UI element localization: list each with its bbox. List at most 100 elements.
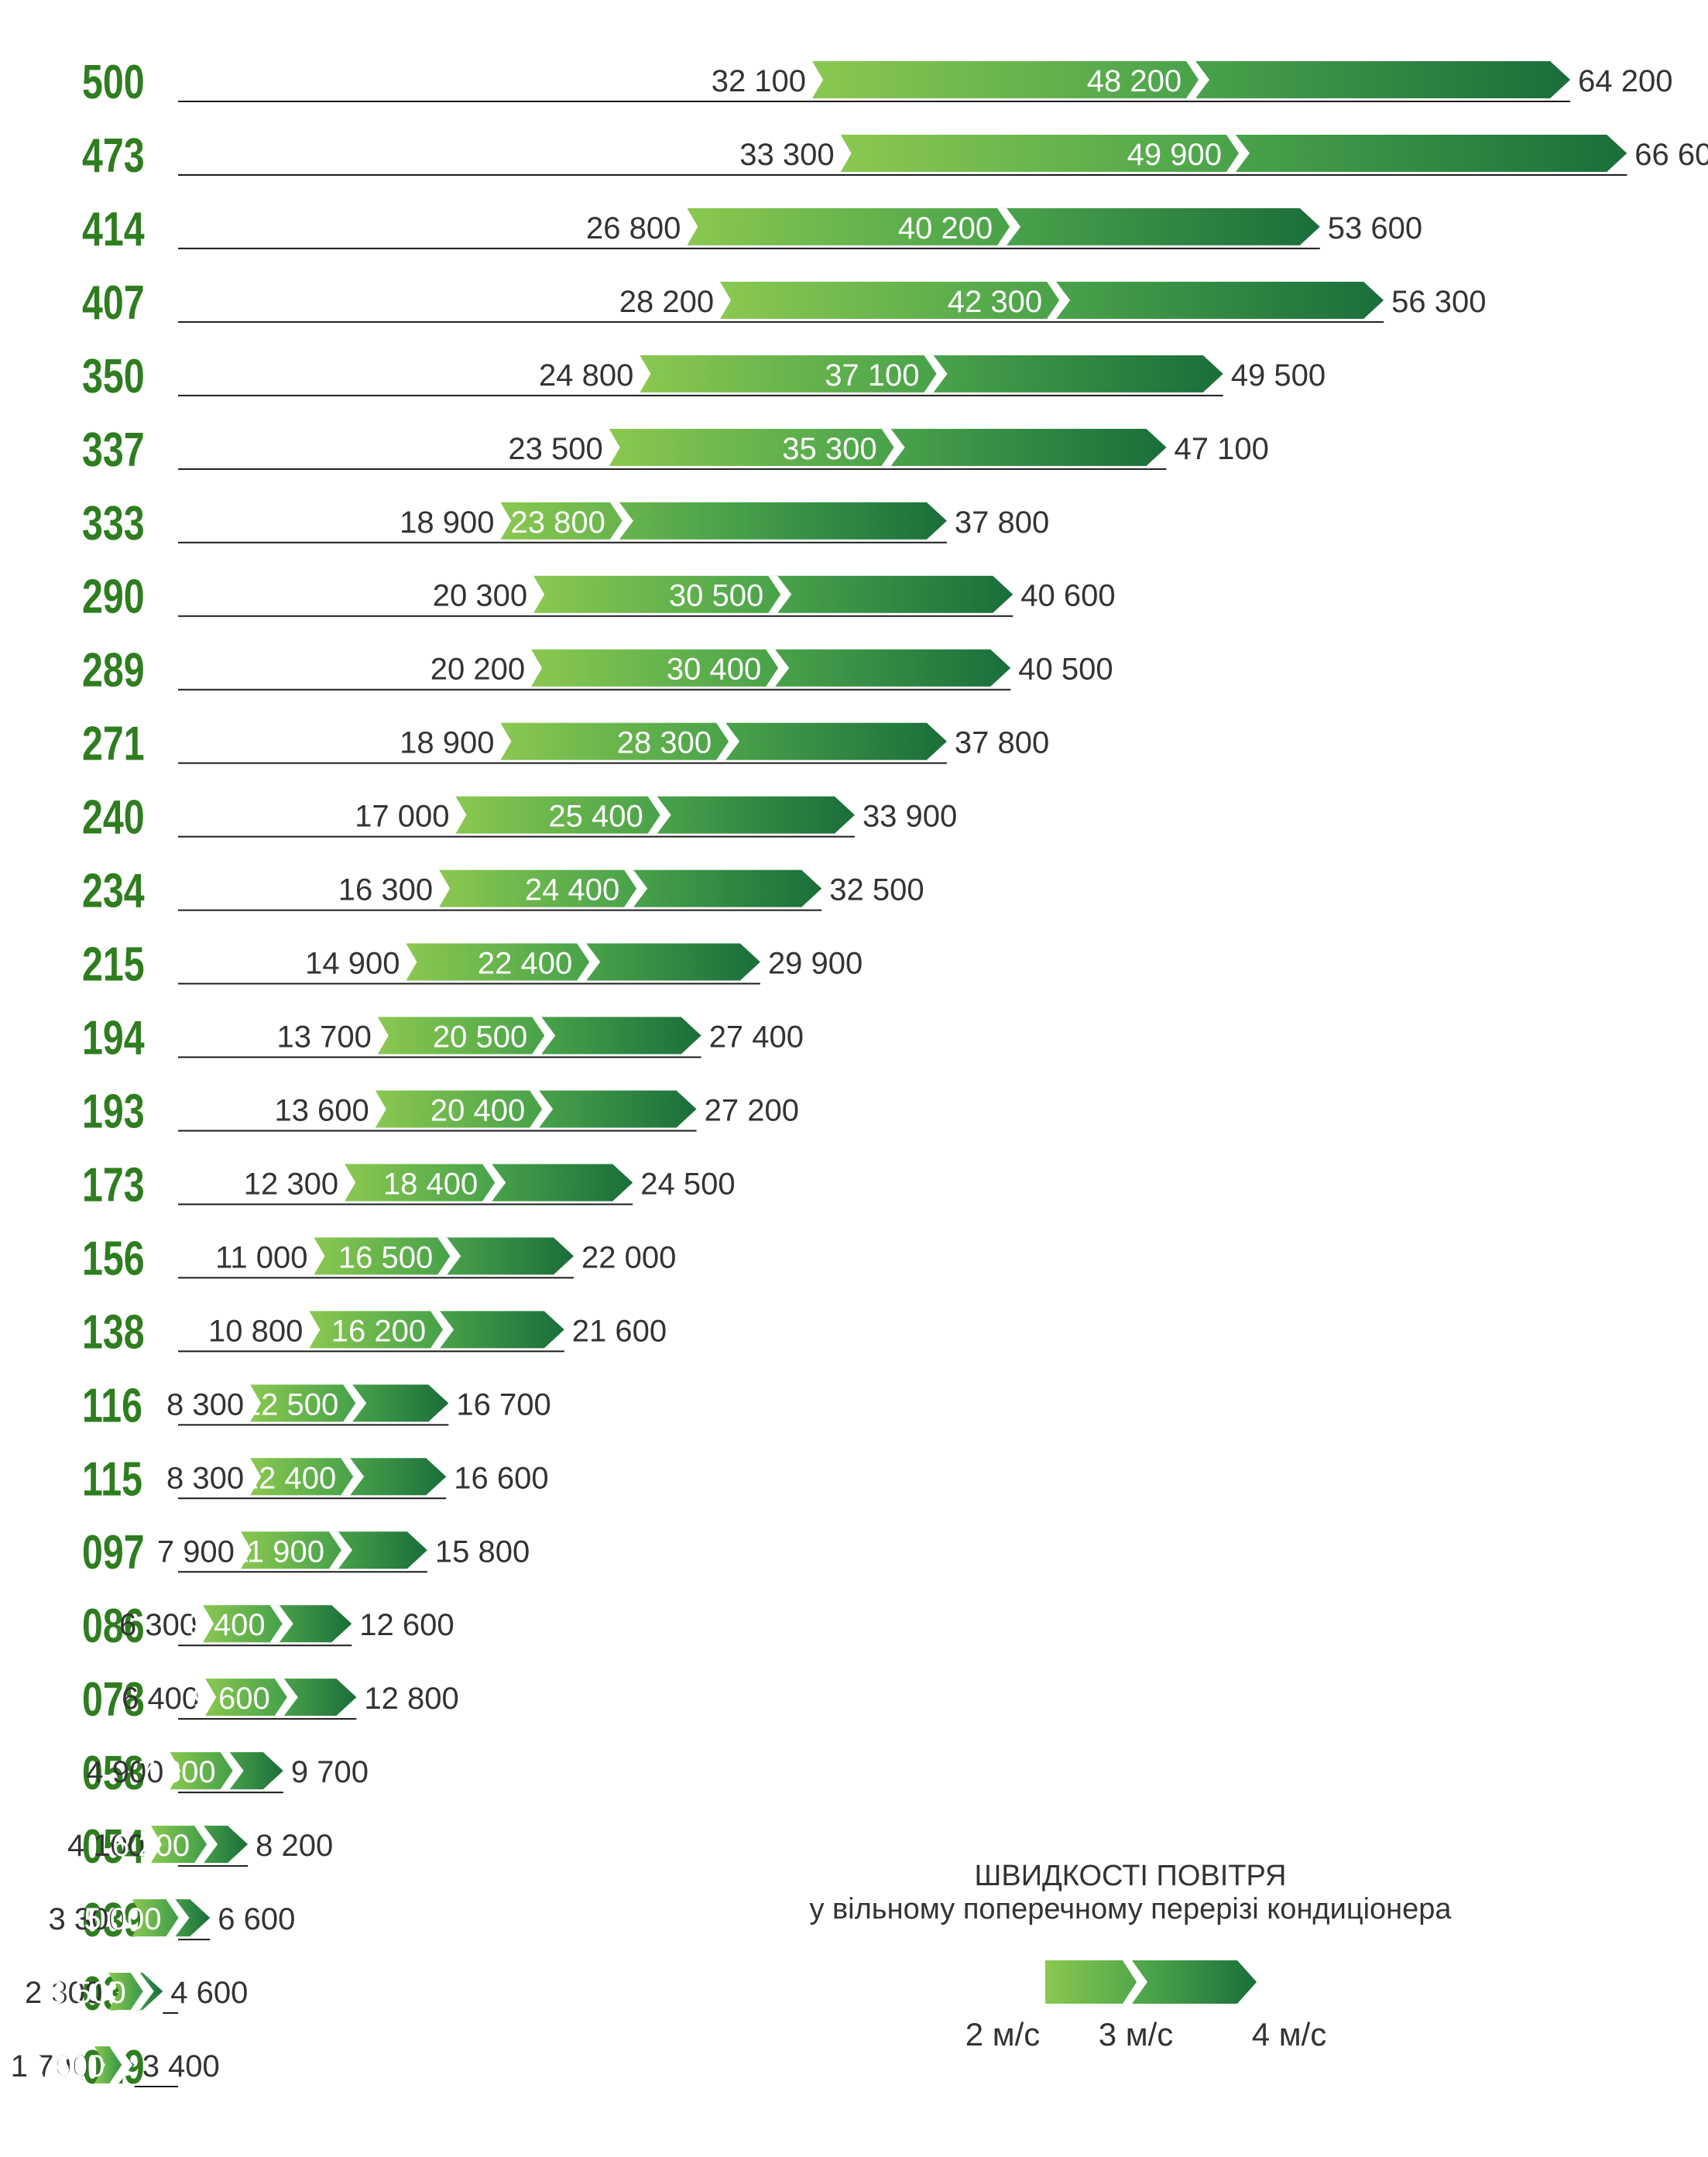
value-label-3ms: 42 300: [948, 285, 1042, 319]
value-label-2ms: 12 300: [244, 1167, 338, 1201]
value-label-2ms: 24 800: [539, 358, 633, 393]
chevron-marker: [766, 649, 790, 687]
value-label-3ms: 7 300: [139, 1755, 216, 1789]
chevron-marker: [437, 1237, 461, 1275]
model-label: 156: [82, 1232, 145, 1285]
value-label-4ms: 12 600: [359, 1608, 454, 1642]
chevron-marker: [609, 502, 633, 540]
airflow-bar: [250, 1458, 447, 1496]
chevron-marker: [1226, 134, 1250, 172]
chart-row: 350 24 800 37 100 49 500: [82, 349, 1326, 403]
value-label-2ms: 20 300: [433, 579, 527, 613]
airflow-bar: [720, 281, 1384, 319]
airflow-bar: [500, 502, 947, 540]
value-label-4ms: 12 800: [364, 1682, 458, 1716]
model-label: 116: [82, 1379, 142, 1432]
value-label-2ms: 3 300: [49, 1902, 126, 1936]
airflow-bar: [439, 869, 822, 907]
chart-row: 215 14 900 22 400 29 900: [82, 938, 863, 991]
chart-row: 193 13 600 20 400 27 200: [82, 1085, 799, 1138]
model-label: 173: [82, 1158, 145, 1212]
value-label-3ms: 3 500: [49, 1976, 126, 2010]
value-label-3ms: 11 900: [232, 1535, 324, 1569]
airflow-bar: [375, 1090, 697, 1128]
value-label-3ms: 9 600: [193, 1682, 270, 1716]
airflow-bar: [94, 2046, 135, 2083]
model-label: 240: [82, 790, 145, 844]
value-label-2ms: 1 700: [11, 2049, 88, 2083]
chevron-marker: [577, 943, 601, 981]
value-label-3ms: 6 200: [112, 1829, 190, 1863]
value-label-3ms: 9 400: [188, 1608, 266, 1642]
airflow-bar: [309, 1311, 564, 1349]
model-label: 054: [82, 1819, 145, 1873]
chevron-marker: [624, 869, 648, 907]
value-label-3ms: 18 400: [383, 1167, 478, 1201]
value-label-2ms: 8 300: [166, 1461, 244, 1495]
model-label: 500: [82, 55, 145, 108]
legend-title: ШВИДКОСТІ ПОВІТРЯ: [975, 1860, 1287, 1892]
value-label-3ms: 25 400: [548, 800, 643, 834]
chevron-marker: [109, 2046, 133, 2083]
value-label-4ms: 4 600: [170, 1976, 248, 2010]
value-label-3ms: 37 100: [825, 358, 919, 393]
chart-row: 337 23 500 35 300 47 100: [82, 423, 1269, 476]
value-label-3ms: 30 400: [667, 653, 761, 687]
chevron-marker: [482, 1164, 506, 1202]
chart-row: 138 10 800 16 200 21 600: [82, 1305, 667, 1359]
airflow-bar: [151, 1826, 249, 1864]
chart-row: 271 18 900 28 300 37 800: [82, 717, 1049, 770]
airflow-bar: [687, 207, 1320, 245]
airflow-bar: [406, 943, 760, 981]
value-label-2ms: 16 300: [338, 873, 433, 907]
airflow-bar: [205, 1679, 357, 1716]
value-label-4ms: 37 800: [955, 506, 1049, 540]
legend: ШВИДКОСТІ ПОВІТРЯ у вільному поперечному…: [809, 1860, 1452, 2052]
chevron-marker: [532, 1017, 556, 1054]
chart-row: 500 32 100 48 200 64 200: [82, 55, 1672, 108]
value-label-2ms: 4 100: [67, 1829, 145, 1863]
value-label-3ms: 30 500: [669, 579, 763, 613]
airflow-bar: [240, 1531, 427, 1569]
value-label-4ms: 47 100: [1175, 432, 1269, 466]
value-label-3ms: 20 400: [430, 1093, 525, 1127]
chart-row: 290 20 300 30 500 40 600: [82, 570, 1116, 623]
value-label-3ms: 12 500: [244, 1387, 338, 1421]
value-label-3ms: 24 400: [525, 873, 619, 907]
value-label-3ms: 49 900: [1127, 138, 1222, 172]
value-label-4ms: 53 600: [1328, 211, 1422, 245]
model-label: 473: [82, 129, 145, 182]
value-label-4ms: 40 600: [1020, 579, 1115, 613]
value-label-2ms: 18 900: [400, 726, 494, 760]
chart-row: 414 26 800 40 200 53 600: [82, 202, 1422, 255]
airflow-bar: [531, 649, 1011, 687]
airflow-bar: [250, 1384, 449, 1422]
value-label-4ms: 40 500: [1018, 653, 1113, 687]
value-label-3ms: 5 000: [84, 1902, 161, 1936]
value-label-2ms: 32 100: [712, 64, 806, 98]
chart-row: 333 18 900 23 800 37 800: [82, 496, 1049, 550]
airflow-bar: [640, 355, 1223, 393]
model-label: 193: [82, 1085, 145, 1138]
value-label-2ms: 6 400: [122, 1682, 199, 1716]
value-label-3ms: 40 200: [898, 211, 993, 245]
airflow-bar: [812, 61, 1571, 98]
chevron-marker: [194, 1826, 218, 1864]
model-label: 078: [82, 1672, 145, 1726]
airflow-bar: [314, 1237, 574, 1275]
value-label-4ms: 6 600: [218, 1902, 295, 1936]
chevron-marker: [166, 1899, 190, 1937]
legend-label-3ms: 3 м/с: [1099, 2016, 1174, 2052]
value-label-2ms: 8 300: [166, 1387, 244, 1421]
value-label-3ms: 22 400: [478, 947, 572, 981]
value-label-3ms: 35 300: [782, 432, 876, 466]
value-label-4ms: 27 400: [709, 1020, 804, 1054]
model-label: 407: [82, 276, 145, 329]
chevron-marker: [1186, 61, 1210, 98]
value-label-3ms: 28 300: [617, 726, 712, 760]
